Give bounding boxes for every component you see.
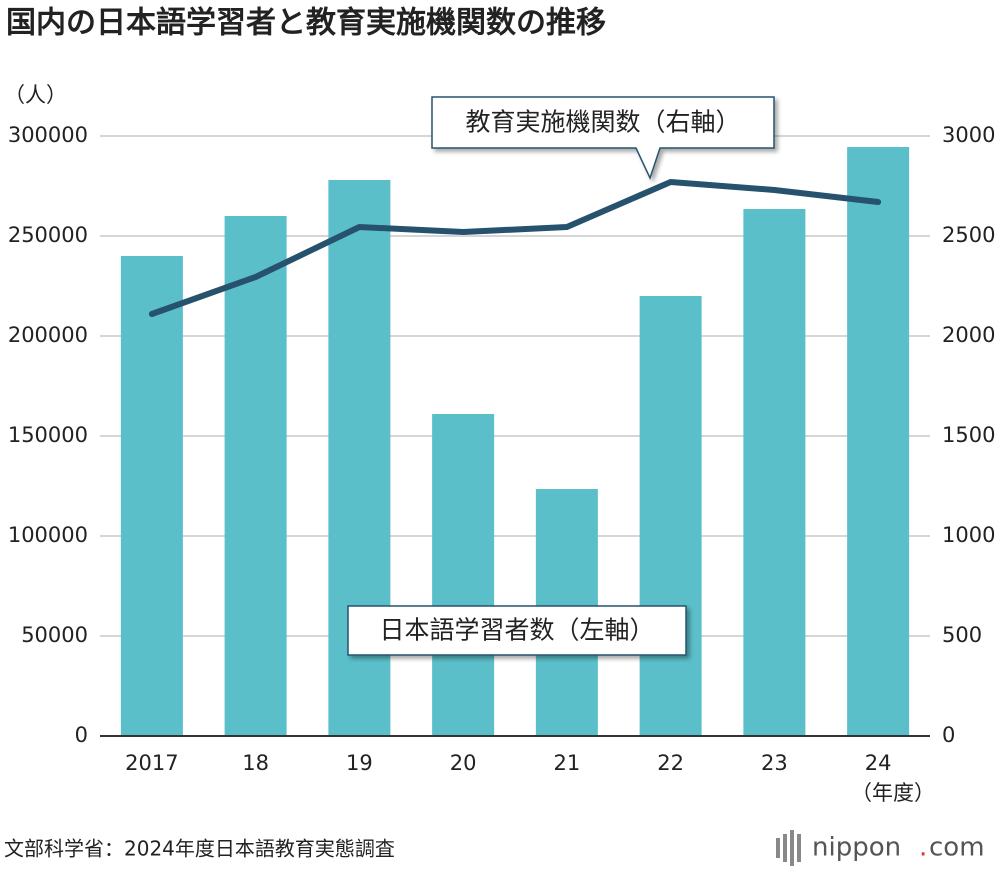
x-tick-label: 22: [657, 751, 684, 775]
legend-item: 日本語学習者数（左軸）: [347, 605, 687, 656]
y2-tick-label: 3000: [942, 123, 995, 147]
x-tick-label: 23: [761, 751, 788, 775]
source: 文部科学省：2024年度日本語教育実態調査: [4, 837, 395, 861]
y2-tick-label: 1000: [942, 523, 995, 547]
y-tick-label: 0: [75, 723, 88, 747]
x-tick-label: 19: [346, 751, 373, 775]
logo-dot: .: [919, 833, 927, 863]
logo-icon: [776, 830, 801, 866]
x-tick-label: 24: [865, 751, 892, 775]
x-tick-label: 21: [554, 751, 581, 775]
y-tick-label: 50000: [21, 623, 88, 647]
y-tick-label: 250000: [8, 223, 88, 247]
y-axis-label: （人）: [4, 83, 67, 107]
y2-tick-label: 0: [942, 723, 955, 747]
x-tick-label: 18: [242, 751, 269, 775]
y-tick-label: 100000: [8, 523, 88, 547]
y2-tick-label: 1500: [942, 423, 995, 447]
legend-item: 教育実施機関数（右軸）: [431, 96, 775, 181]
legend-label: 日本語学習者数（左軸）: [379, 616, 654, 645]
bar: [847, 147, 910, 736]
bar: [743, 209, 806, 736]
bar: [120, 256, 183, 736]
logo-text: com: [929, 833, 985, 863]
y-tick-label: 200000: [8, 323, 88, 347]
logo-text: nippon: [812, 833, 901, 863]
line: [148, 179, 882, 317]
bar: [224, 216, 287, 736]
logo: nippon . com: [776, 830, 985, 866]
chart-title: 国内の日本語学習者と教育実施機関数の推移: [6, 6, 606, 41]
bar: [639, 296, 702, 736]
y2-tick-label: 500: [942, 623, 982, 647]
legend-box: [347, 605, 687, 656]
y2-tick-label: 2500: [942, 223, 995, 247]
x-tick-label: 2017: [125, 751, 178, 775]
legend-box: [431, 96, 775, 181]
x-tick-label: 20: [450, 751, 477, 775]
x-axis-label: （年度）: [851, 781, 935, 805]
bar: [432, 414, 495, 736]
y-tick-label: 150000: [8, 423, 88, 447]
legend-label: 教育実施機関数（右軸）: [465, 108, 740, 137]
plot-area: 0 50000 100000 150000 200000 250000 300000 0 500…: [8, 96, 995, 775]
y2-tick-label: 2000: [942, 323, 995, 347]
y-tick-label: 300000: [8, 123, 88, 147]
